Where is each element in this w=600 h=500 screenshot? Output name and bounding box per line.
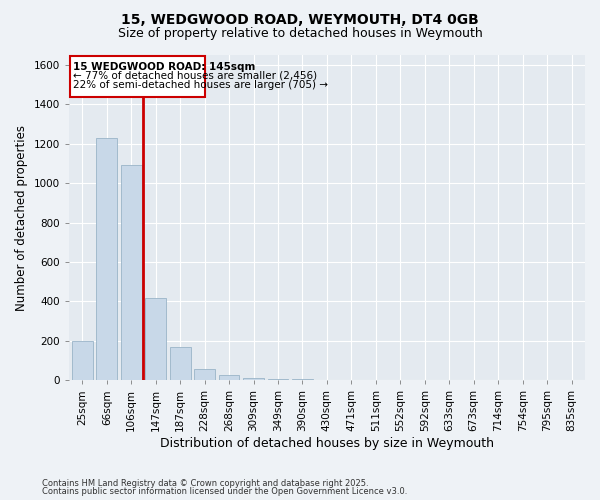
Bar: [121, 166, 142, 380]
Bar: [268, 378, 289, 380]
Text: Contains HM Land Registry data © Crown copyright and database right 2025.: Contains HM Land Registry data © Crown c…: [42, 478, 368, 488]
Y-axis label: Number of detached properties: Number of detached properties: [15, 124, 28, 310]
X-axis label: Distribution of detached houses by size in Weymouth: Distribution of detached houses by size …: [160, 437, 494, 450]
Bar: [97, 138, 117, 380]
Bar: [145, 298, 166, 380]
Text: 15 WEDGWOOD ROAD: 145sqm: 15 WEDGWOOD ROAD: 145sqm: [73, 62, 255, 72]
Bar: [72, 341, 92, 380]
Bar: [218, 376, 239, 380]
Bar: [170, 347, 191, 380]
Bar: [243, 378, 264, 380]
Text: 15, WEDGWOOD ROAD, WEYMOUTH, DT4 0GB: 15, WEDGWOOD ROAD, WEYMOUTH, DT4 0GB: [121, 12, 479, 26]
Text: Size of property relative to detached houses in Weymouth: Size of property relative to detached ho…: [118, 28, 482, 40]
Bar: [194, 370, 215, 380]
Text: 22% of semi-detached houses are larger (705) →: 22% of semi-detached houses are larger (…: [73, 80, 328, 90]
Text: Contains public sector information licensed under the Open Government Licence v3: Contains public sector information licen…: [42, 487, 407, 496]
FancyBboxPatch shape: [70, 56, 205, 98]
Text: ← 77% of detached houses are smaller (2,456): ← 77% of detached houses are smaller (2,…: [73, 71, 317, 81]
